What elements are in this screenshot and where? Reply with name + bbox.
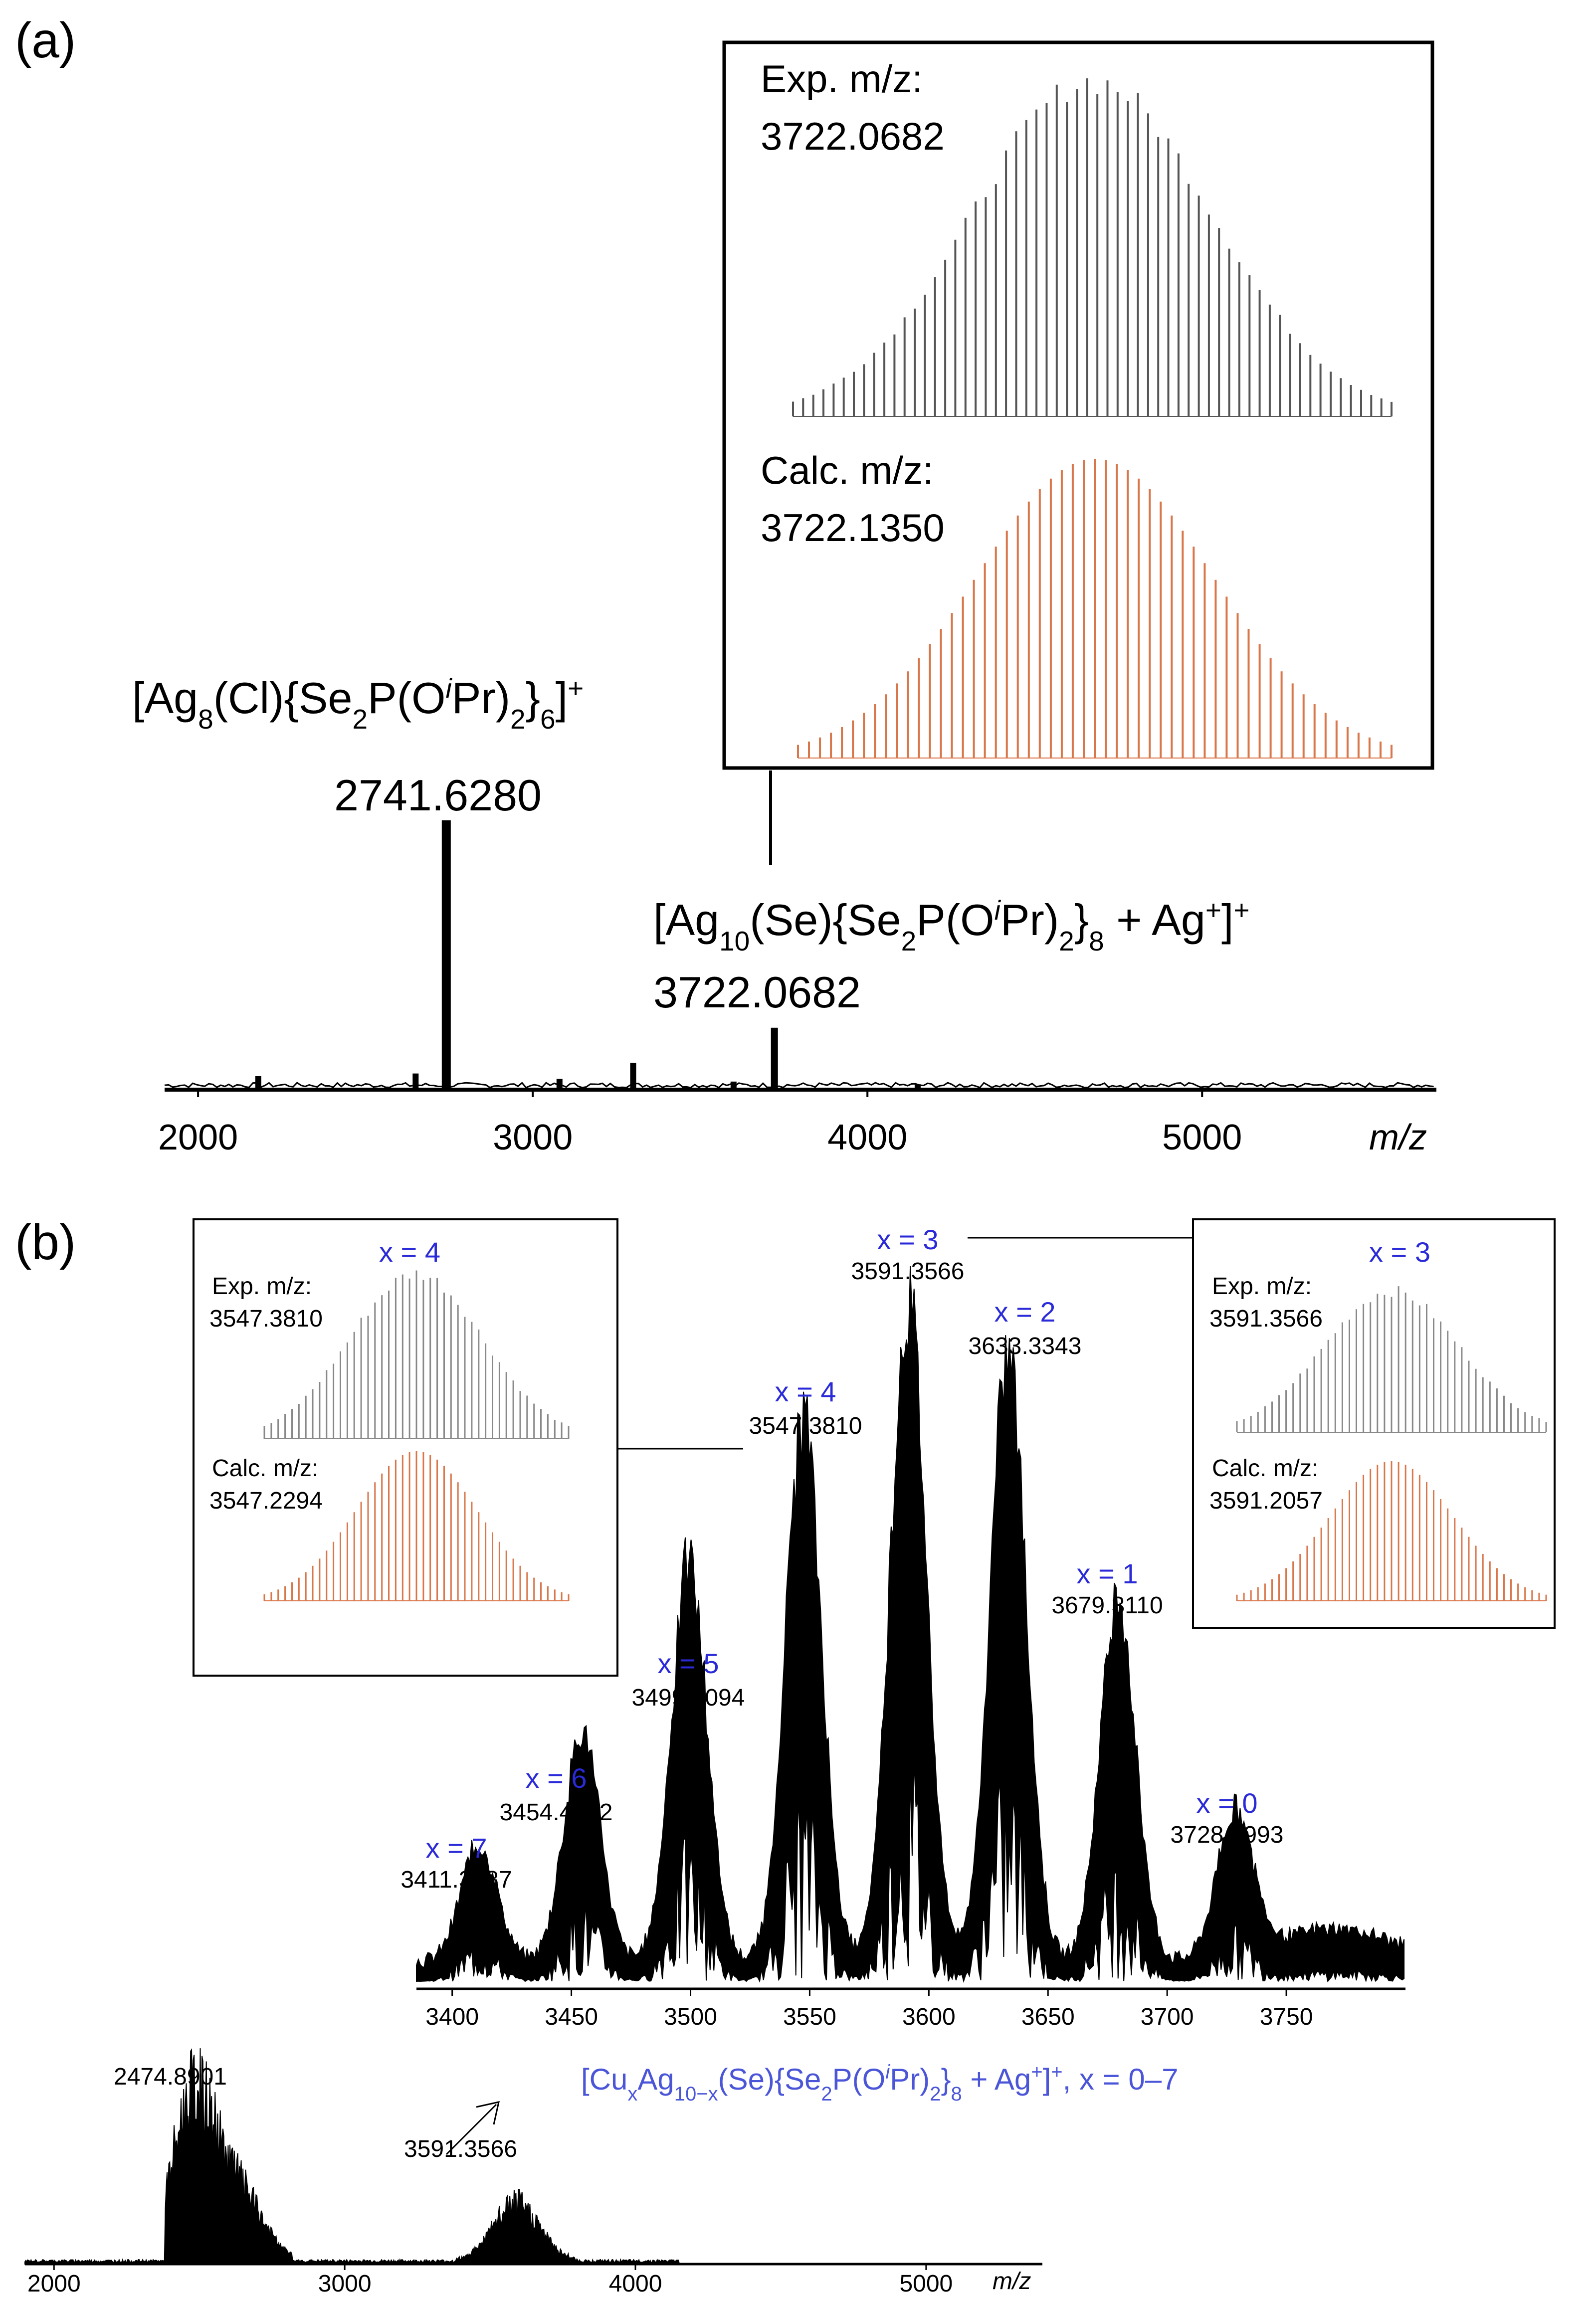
panel-a-exp-label: Exp. m/z: xyxy=(761,57,923,101)
panel-b-zoom-tick-label-4: 3600 xyxy=(902,2004,956,2030)
panel-b-zoom-peak-x-2: x = 5 xyxy=(658,1648,719,1679)
panel-b-full-tick-label-1: 3000 xyxy=(318,2271,372,2297)
panel-a-inset-exp-envelope xyxy=(792,78,1393,417)
panel-b-full-spectrum xyxy=(24,2048,680,2265)
panel-b-inset-left-exp-envelope xyxy=(263,1270,570,1439)
panel-b-zoom-tick-label-0: 3400 xyxy=(425,2004,479,2030)
panel-b-full-peak2-label: 3591.3566 xyxy=(404,2136,517,2162)
panel-b-inset-left-x: x = 4 xyxy=(379,1236,440,1268)
panel-b-zoom-tick-label-6: 3700 xyxy=(1141,2004,1194,2030)
panel-b-inset-left-calc-label: Calc. m/z: xyxy=(212,1455,318,1482)
panel-b-full-tick-label-3: 5000 xyxy=(899,2271,953,2297)
panel-b-zoom-peak-mz-3: 3547.3810 xyxy=(749,1413,862,1439)
panel-b-zoom-arrowhead xyxy=(476,2101,500,2125)
panel-b-zoom-trace xyxy=(416,1266,1405,1983)
panel-b-zoom-peak-labels: x = 7 3411.3387 x = 6 3454.4462 x = 5 3499.40… xyxy=(400,1224,1283,1893)
panel-a-peak-2 xyxy=(441,820,451,1090)
panel-b-zoom-spectrum xyxy=(416,1266,1405,1983)
panel-a-tick-label-1: 3000 xyxy=(493,1118,573,1157)
panel-b-zoom-peak-x-0: x = 7 xyxy=(426,1832,487,1864)
panel-b-inset-left-exp-value: 3547.3810 xyxy=(209,1306,323,1332)
panel-b-inset-right-x: x = 3 xyxy=(1369,1236,1430,1268)
panel-a-calc-label: Calc. m/z: xyxy=(761,448,934,492)
panel-b-zoom-peak-x-7: x = 0 xyxy=(1197,1787,1258,1819)
panel-a-peak1-formula: [Ag8(Cl){Se2P(OiPr)2}6]+ xyxy=(132,673,584,735)
panel-b-zoom-tick-label-1: 3450 xyxy=(545,2004,598,2030)
panel-b-inset-right-exp-label: Exp. m/z: xyxy=(1212,1273,1312,1300)
panel-b-zoom-peak-mz-7: 3728.4993 xyxy=(1171,1822,1284,1848)
panel-b-formula: [CuxAg10−x(Se){Se2P(OiPr)2}8 + Ag+]+, x … xyxy=(581,2061,1178,2105)
panel-a-inset-calc-envelope xyxy=(797,459,1393,759)
panel-b-zoom-tick-label-7: 3750 xyxy=(1260,2004,1313,2030)
panel-a-tick-label-2: 4000 xyxy=(827,1118,907,1157)
panel-a-label: (a) xyxy=(15,12,76,68)
panel-b-zoom-peak-x-3: x = 4 xyxy=(775,1376,836,1407)
panel-b-zoom-peak-mz-2: 3499.4094 xyxy=(632,1685,745,1711)
panel-a-ticks: 2000 3000 4000 5000 xyxy=(158,1090,1242,1157)
panel-b-inset-left-exp-label: Exp. m/z: xyxy=(212,1273,312,1300)
panel-b-inset-left-calc-value: 3547.2294 xyxy=(209,1488,323,1514)
panel-a-peak-3 xyxy=(556,1079,563,1090)
panel-b-label: (b) xyxy=(15,1214,76,1270)
panel-b-inset-left-calc-envelope xyxy=(263,1451,570,1601)
panel-b-zoom-ticks: 3400 3450 3500 3550 3600 3650 3700 3750 xyxy=(425,1989,1313,2030)
panel-b-inset-right-exp-envelope xyxy=(1236,1286,1547,1433)
panel-a-axis-label: m/z xyxy=(1369,1118,1427,1157)
panel-b-zoom-peak-mz-6: 3679.3110 xyxy=(1051,1592,1163,1619)
panel-b-zoom-peak-mz-4: 3591.3566 xyxy=(851,1258,965,1285)
panel-a-peak1-mz: 2741.6280 xyxy=(334,770,542,820)
panel-b-zoom-peak-x-5: x = 2 xyxy=(995,1296,1056,1328)
panel-b-inset-right-exp-value: 3591.3566 xyxy=(1209,1306,1323,1332)
panel-b-inset-right-calc-label: Calc. m/z: xyxy=(1212,1455,1318,1482)
panel-b-zoom-peak-x-4: x = 3 xyxy=(877,1224,939,1255)
panel-b-zoom-peak-x-6: x = 1 xyxy=(1077,1558,1138,1589)
panel-a-peak-4 xyxy=(630,1063,636,1090)
panel-b-full-tick-label-2: 4000 xyxy=(609,2271,662,2297)
panel-a-inset-box xyxy=(722,40,1434,770)
panel-b-zoom-peak-mz-5: 3633.3343 xyxy=(969,1333,1082,1359)
panel-b-zoom-tick-label-2: 3500 xyxy=(664,2004,717,2030)
panel-a-peak-1 xyxy=(412,1073,419,1090)
panel-b-zoom-tick-label-5: 3650 xyxy=(1021,2004,1075,2030)
panel-b-zoom-peak-mz-1: 3454.4462 xyxy=(500,1799,613,1826)
panel-a-calc-value: 3722.1350 xyxy=(761,506,945,550)
panel-b-zoom-peak-x-1: x = 6 xyxy=(526,1762,587,1794)
panel-a-peak-6 xyxy=(771,1027,778,1090)
panel-b-inset-right-box xyxy=(1192,1218,1556,1629)
panel-a-baseline-noise xyxy=(164,1082,1434,1089)
panel-b-inset-left-box xyxy=(193,1218,618,1677)
panel-b-full-tick-label-0: 2000 xyxy=(27,2271,81,2297)
panel-b-full-trace xyxy=(24,2048,680,2265)
panel-a-spectrum xyxy=(164,820,1434,1090)
panel-a-tick-label-3: 5000 xyxy=(1162,1118,1242,1157)
panel-b-full-peak1-label: 2474.8901 xyxy=(114,2064,227,2090)
panel-b-zoom-tick-label-3: 3550 xyxy=(783,2004,836,2030)
panel-b-axis-label: m/z xyxy=(993,2268,1031,2295)
panel-a-peak2-mz: 3722.0682 xyxy=(653,967,861,1017)
panel-b-inset-right-calc-envelope xyxy=(1236,1461,1547,1601)
panel-a-peak-0 xyxy=(255,1076,261,1090)
panel-b-zoom-peak-mz-0: 3411.3387 xyxy=(400,1867,512,1893)
panel-a-peak2-formula: [Ag10(Se){Se2P(OiPr)2}8 + Ag+]+ xyxy=(653,895,1250,957)
panel-a-peak-7 xyxy=(914,1084,921,1090)
panel-b-full-ticks: 2000 3000 4000 5000 xyxy=(27,2264,953,2297)
panel-b-inset-right-calc-value: 3591.2057 xyxy=(1209,1488,1323,1514)
panel-b-zoom-arrow xyxy=(445,2104,497,2155)
panel-a-tick-label-0: 2000 xyxy=(158,1118,238,1157)
panel-a-exp-value: 3722.0682 xyxy=(761,114,945,158)
panel-a-peak-5 xyxy=(730,1081,737,1090)
